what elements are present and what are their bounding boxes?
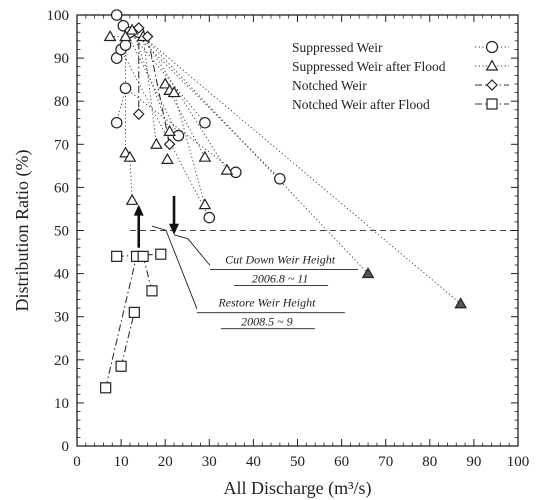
circle-marker bbox=[200, 118, 210, 128]
y-tick-label: 0 bbox=[62, 439, 70, 455]
circle-marker bbox=[231, 167, 241, 177]
x-tick-label: 90 bbox=[466, 454, 481, 470]
legend-triangle-marker bbox=[487, 61, 498, 70]
circle-marker bbox=[120, 83, 130, 93]
connector-line bbox=[130, 157, 132, 200]
legend-diamond-marker bbox=[487, 80, 497, 90]
square-marker bbox=[129, 307, 139, 317]
y-tick-label: 30 bbox=[54, 310, 69, 326]
y-tick-label: 60 bbox=[54, 180, 69, 196]
y-tick-label: 10 bbox=[54, 396, 69, 412]
circle-marker bbox=[111, 118, 121, 128]
triangle-marker bbox=[200, 199, 211, 208]
connector-line bbox=[143, 37, 156, 145]
connector-line bbox=[121, 312, 134, 366]
legend-square-marker bbox=[487, 99, 497, 109]
circle-marker bbox=[111, 10, 121, 20]
square-marker bbox=[112, 251, 122, 261]
annotation-leader bbox=[152, 226, 197, 309]
y-tick-label: 80 bbox=[54, 94, 69, 110]
y-tick-label: 20 bbox=[54, 353, 69, 369]
legend: Suppressed Weir Suppressed Weir after Flo… bbox=[292, 40, 509, 112]
legend-label: Suppressed Weir after Flood bbox=[292, 59, 446, 74]
x-tick-label: 10 bbox=[114, 454, 129, 470]
annotation-date: 2006.8 ~ 11 bbox=[252, 272, 309, 286]
legend-label: Notched Weir bbox=[292, 78, 367, 93]
annotation-arrow-head bbox=[134, 205, 144, 216]
connector-line bbox=[143, 37, 227, 171]
square-marker bbox=[101, 383, 111, 393]
x-tick-label: 0 bbox=[73, 454, 81, 470]
legend-label: Notched Weir after Flood bbox=[292, 97, 430, 112]
x-tick-label: 50 bbox=[290, 454, 305, 470]
x-tick-label: 40 bbox=[246, 454, 261, 470]
y-tick-label: 70 bbox=[54, 137, 69, 153]
triangle-marker bbox=[127, 195, 138, 204]
triangle-marker bbox=[151, 139, 162, 148]
triangle-marker bbox=[105, 31, 116, 40]
square-marker bbox=[156, 249, 166, 259]
diamond-marker bbox=[134, 109, 144, 119]
circle-marker bbox=[204, 212, 214, 222]
y-tick-label: 40 bbox=[54, 267, 69, 283]
legend-circle-marker bbox=[487, 42, 498, 53]
x-tick-label: 60 bbox=[334, 454, 349, 470]
square-marker bbox=[138, 251, 148, 261]
triangle-marker bbox=[200, 152, 211, 161]
legend-label: Suppressed Weir bbox=[292, 40, 383, 55]
y-tick-label: 50 bbox=[54, 224, 69, 240]
y-axis-title: Distribution Ratio (%) bbox=[12, 150, 33, 312]
square-marker bbox=[116, 361, 126, 371]
annotations: Cut Down Weir Height 2006.8 ~ 11 Restore W… bbox=[134, 196, 358, 329]
annotation-date: 2008.5 ~ 9 bbox=[241, 315, 293, 329]
triangle-marker bbox=[222, 165, 233, 174]
connector-line bbox=[126, 88, 236, 172]
x-tick-label: 20 bbox=[158, 454, 173, 470]
triangle-marker bbox=[162, 154, 173, 163]
annotation-title: Restore Weir Height bbox=[217, 296, 316, 310]
annotation-title: Cut Down Weir Height bbox=[225, 253, 336, 267]
circle-marker bbox=[120, 40, 130, 50]
triangle-marker bbox=[455, 298, 466, 307]
connector-line bbox=[174, 93, 205, 205]
x-tick-label: 30 bbox=[202, 454, 217, 470]
y-tick-label: 90 bbox=[54, 51, 69, 67]
annotation-leader bbox=[174, 235, 210, 266]
y-tick-label: 100 bbox=[47, 8, 70, 24]
x-tick-label: 70 bbox=[378, 454, 393, 470]
circle-marker bbox=[275, 174, 285, 184]
x-tick-label: 100 bbox=[507, 454, 530, 470]
connector-line bbox=[130, 32, 205, 123]
annotation-arrow-head bbox=[169, 224, 179, 235]
square-marker bbox=[147, 286, 157, 296]
x-tick-label: 80 bbox=[422, 454, 437, 470]
y-axis-ticks: 0 10 20 30 40 50 60 70 80 90 100 bbox=[47, 8, 519, 455]
x-axis-title: All Discharge (m³/s) bbox=[223, 478, 371, 499]
triangle-marker bbox=[363, 268, 374, 277]
